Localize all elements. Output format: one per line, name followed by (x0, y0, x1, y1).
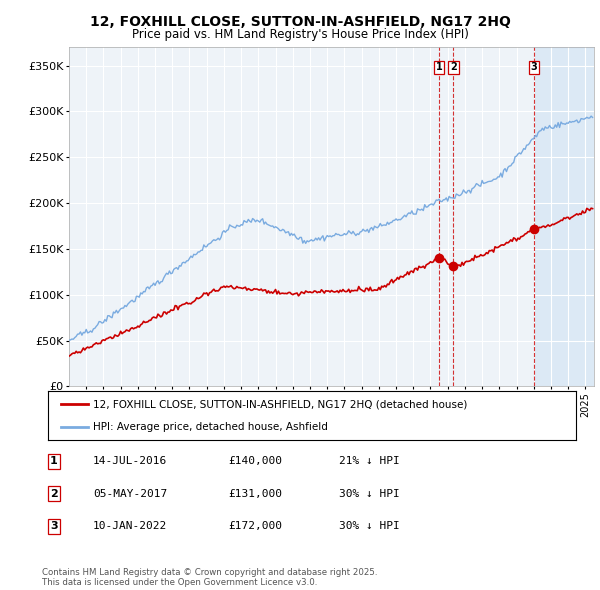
Bar (534, 47, 600, 386)
Text: 1: 1 (50, 457, 58, 466)
Text: Contains HM Land Registry data © Crown copyright and database right 2025.
This d: Contains HM Land Registry data © Crown c… (42, 568, 377, 587)
Text: 12, FOXHILL CLOSE, SUTTON-IN-ASHFIELD, NG17 2HQ: 12, FOXHILL CLOSE, SUTTON-IN-ASHFIELD, N… (89, 15, 511, 29)
Text: 30% ↓ HPI: 30% ↓ HPI (339, 522, 400, 531)
Text: 3: 3 (50, 522, 58, 531)
Text: HPI: Average price, detached house, Ashfield: HPI: Average price, detached house, Ashf… (93, 422, 328, 432)
Text: 1: 1 (436, 63, 442, 73)
Text: 21% ↓ HPI: 21% ↓ HPI (339, 457, 400, 466)
Text: 10-JAN-2022: 10-JAN-2022 (93, 522, 167, 531)
Text: 2: 2 (50, 489, 58, 499)
Text: 3: 3 (530, 63, 537, 73)
Text: £131,000: £131,000 (228, 489, 282, 499)
Text: Price paid vs. HM Land Registry's House Price Index (HPI): Price paid vs. HM Land Registry's House … (131, 28, 469, 41)
Text: 2: 2 (450, 63, 457, 73)
Text: £140,000: £140,000 (228, 457, 282, 466)
Text: 30% ↓ HPI: 30% ↓ HPI (339, 489, 400, 499)
Text: 05-MAY-2017: 05-MAY-2017 (93, 489, 167, 499)
Text: £172,000: £172,000 (228, 522, 282, 531)
Text: 12, FOXHILL CLOSE, SUTTON-IN-ASHFIELD, NG17 2HQ (detached house): 12, FOXHILL CLOSE, SUTTON-IN-ASHFIELD, N… (93, 399, 467, 409)
Text: 14-JUL-2016: 14-JUL-2016 (93, 457, 167, 466)
